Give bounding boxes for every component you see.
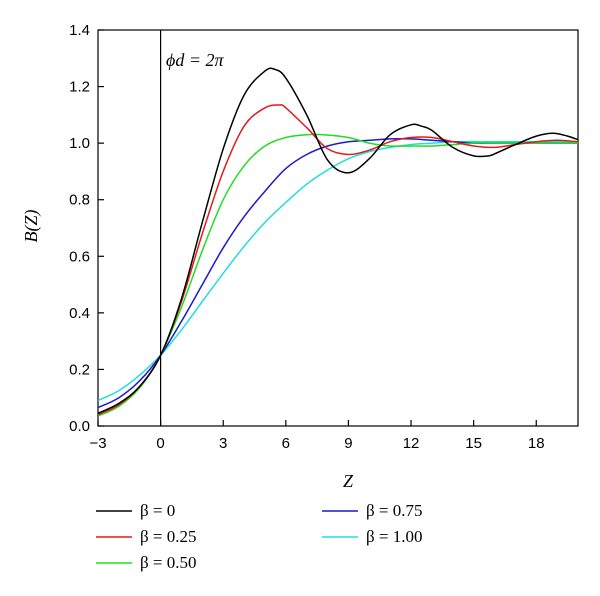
plot-frame: [97, 29, 579, 427]
legend-label: β = 0.25: [140, 527, 197, 546]
series-line: [98, 104, 578, 416]
y-tick-label: 0.2: [69, 361, 90, 378]
legend: β = 0 β = 0.25 β = 0.50 β = 0.75 β = 1.00: [96, 501, 423, 572]
phase-annotation: ϕd = 2π: [166, 50, 224, 70]
legend-label: β = 0.50: [140, 553, 197, 572]
x-tick-label: 18: [528, 435, 545, 452]
x-tick-label: 3: [219, 435, 227, 452]
series-line: [98, 138, 578, 409]
legend-label: β = 0: [140, 501, 175, 520]
y-axis-title: B(Z): [21, 210, 42, 243]
x-tick-label: 12: [403, 435, 420, 452]
y-tick-label: 0.4: [69, 305, 90, 322]
legend-label: β = 0.75: [366, 501, 423, 520]
x-tick-label: 6: [282, 435, 290, 452]
y-tick-label: 1.0: [69, 135, 90, 152]
y-axis-ticks: 0.0 0.2 0.4 0.6 0.8 1.0 1.2 1.4: [69, 22, 104, 435]
x-axis-ticks: −3 0 3 6 9 12 15 18: [89, 420, 545, 452]
x-tick-label: 0: [156, 435, 164, 452]
legend-label: β = 1.00: [366, 527, 423, 546]
x-tick-label: −3: [89, 435, 106, 452]
plot-area: [97, 29, 579, 427]
series-lines: [98, 67, 578, 417]
x-axis-title: Z: [343, 471, 354, 491]
x-tick-label: 9: [344, 435, 352, 452]
y-tick-label: 0.6: [69, 248, 90, 265]
series-line: [98, 133, 578, 417]
series-line: [98, 67, 578, 414]
y-tick-label: 0.0: [69, 418, 90, 435]
y-tick-label: 1.2: [69, 79, 90, 96]
y-tick-label: 1.4: [69, 22, 90, 39]
y-tick-label: 0.8: [69, 192, 90, 209]
x-tick-label: 15: [465, 435, 482, 452]
series-line: [98, 140, 578, 402]
